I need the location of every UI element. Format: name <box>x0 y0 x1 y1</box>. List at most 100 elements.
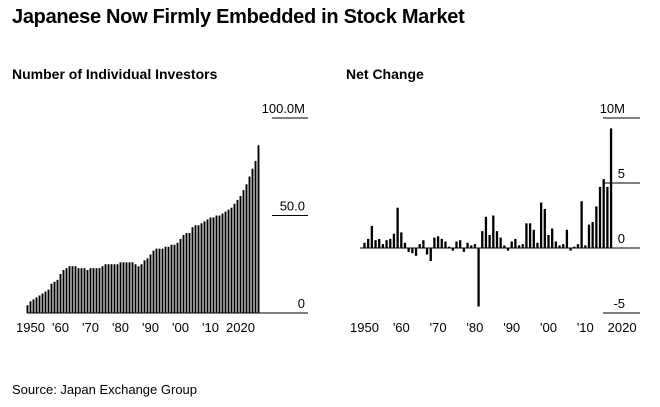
bar-1992 <box>517 245 521 248</box>
bar-2012 <box>591 222 594 248</box>
bar-1953 <box>38 295 41 313</box>
bar-1987 <box>499 237 502 248</box>
bar-1961 <box>403 242 407 248</box>
bar-1957 <box>389 238 392 248</box>
bar-1955 <box>381 244 385 248</box>
bar-1991 <box>152 250 155 313</box>
bar-2000 <box>179 238 182 313</box>
bar-1998 <box>539 202 543 248</box>
bar-1975 <box>455 241 458 248</box>
bar-1969 <box>433 237 436 248</box>
bar-2013 <box>595 206 598 248</box>
bar-2013 <box>218 215 221 313</box>
y-tick-label: 0 <box>298 296 305 311</box>
y-tick-label: 10M <box>600 101 625 116</box>
bar-1952 <box>35 297 38 313</box>
bar-1973 <box>447 246 451 248</box>
bar-1986 <box>495 231 499 248</box>
bar-2006 <box>197 225 200 313</box>
bar-1994 <box>525 223 528 248</box>
bar-1989 <box>146 258 149 313</box>
bar-1970 <box>89 268 92 313</box>
x-tick-label: '90 <box>503 320 520 335</box>
bar-1996 <box>167 246 170 313</box>
bar-1950 <box>363 242 366 248</box>
bar-1990 <box>149 254 152 313</box>
bar-1974 <box>101 266 104 313</box>
x-tick-label: 1950 <box>16 320 45 335</box>
bar-2000 <box>547 235 550 248</box>
x-tick-label: '70 <box>430 320 447 335</box>
bar-1983 <box>128 262 131 313</box>
bar-1951 <box>32 299 35 313</box>
bar-2001 <box>551 228 554 248</box>
bar-1977 <box>462 248 466 252</box>
bar-1981 <box>122 262 125 313</box>
bar-2009 <box>580 201 583 248</box>
bar-2018 <box>233 203 236 313</box>
bar-1977 <box>110 264 113 313</box>
bar-1994 <box>161 248 164 313</box>
bar-1962 <box>65 268 68 313</box>
bar-2003 <box>188 233 191 313</box>
bar-1956 <box>385 240 388 248</box>
bar-1999 <box>176 242 179 313</box>
bar-1950 <box>29 301 32 313</box>
bar-1966 <box>422 240 425 248</box>
bar-1974 <box>451 248 454 251</box>
bar-1998 <box>173 244 176 313</box>
bar-2020 <box>239 196 242 313</box>
x-tick-label: 2020 <box>226 320 255 335</box>
bar-2019 <box>236 199 239 313</box>
x-tick-label: '10 <box>577 320 594 335</box>
y-tick-label: 50.0 <box>280 199 305 214</box>
bar-1964 <box>71 266 74 313</box>
bar-2011 <box>212 217 215 313</box>
bar-1965 <box>74 266 77 313</box>
bar-1969 <box>86 270 89 313</box>
bar-1979 <box>470 245 473 248</box>
bar-2016 <box>606 186 609 248</box>
bar-1958 <box>392 233 396 248</box>
bar-1968 <box>83 268 86 313</box>
x-tick-label: '00 <box>172 320 189 335</box>
x-tick-label: '70 <box>82 320 99 335</box>
bar-1999 <box>543 209 546 248</box>
bar-2025 <box>254 160 257 313</box>
bar-1980 <box>473 244 477 248</box>
bar-1997 <box>170 244 173 313</box>
bar-1970 <box>436 236 440 248</box>
source-note: Source: Japan Exchange Group <box>12 382 198 397</box>
bar-1981 <box>477 248 480 307</box>
bar-1960 <box>400 232 403 248</box>
bar-1971 <box>92 268 95 313</box>
bar-1988 <box>143 260 146 313</box>
bar-2001 <box>182 235 185 313</box>
right-chart-title: Net Change <box>346 66 424 82</box>
bar-1995 <box>528 223 532 248</box>
bar-1959 <box>56 279 59 313</box>
bar-1951 <box>367 238 370 248</box>
y-tick-label: 100.0M <box>262 101 305 116</box>
chart-investors: 100.0M 50.0 0 1950 '60 '70 '80 '90 '00 '10 2020 <box>16 101 308 335</box>
bar-1991 <box>514 238 517 248</box>
bar-2015 <box>602 179 605 248</box>
bar-2024 <box>251 168 254 313</box>
bar-1963 <box>411 248 414 254</box>
y-tick-label: 0 <box>618 231 625 246</box>
bar-2010 <box>584 245 587 248</box>
bar-1967 <box>80 268 83 313</box>
bar-1989 <box>506 248 510 251</box>
bar-2012 <box>215 215 218 313</box>
bar-2016 <box>227 209 230 313</box>
bar-1978 <box>466 242 469 248</box>
bar-2022 <box>245 184 248 313</box>
bar-1973 <box>98 268 101 313</box>
x-tick-label: '10 <box>202 320 219 335</box>
bar-1990 <box>510 241 513 248</box>
x-tick-label: '90 <box>142 320 159 335</box>
bar-1968 <box>429 248 432 261</box>
bar-2009 <box>206 219 209 313</box>
bar-2017 <box>609 128 613 248</box>
